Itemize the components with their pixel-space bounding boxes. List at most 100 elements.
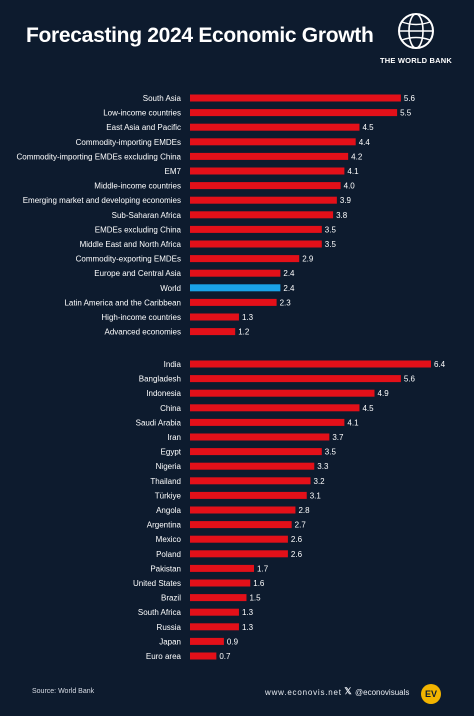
value-label: 2.3 xyxy=(280,298,292,307)
value-label: 3.1 xyxy=(310,491,322,500)
category-label: Euro area xyxy=(146,652,182,661)
value-label: 2.4 xyxy=(283,269,295,278)
category-label: Iran xyxy=(167,433,181,442)
category-label: Thailand xyxy=(150,477,181,486)
category-label: Sub-Saharan Africa xyxy=(112,211,182,220)
category-label: Egypt xyxy=(161,448,182,457)
value-label: 4.2 xyxy=(351,152,363,161)
logo-text: THE WORLD BANK xyxy=(380,56,452,65)
value-label: 1.2 xyxy=(238,328,250,337)
chart-title: Forecasting 2024 Economic Growth xyxy=(26,24,374,47)
value-label: 2.8 xyxy=(298,506,310,515)
bar xyxy=(190,418,345,426)
category-label: United States xyxy=(133,579,181,588)
bar xyxy=(190,225,322,233)
bar xyxy=(190,433,330,441)
category-label: Europe and Central Asia xyxy=(94,269,181,278)
value-label: 2.6 xyxy=(291,550,303,559)
bar xyxy=(190,448,322,456)
category-label: Türkiye xyxy=(155,491,182,500)
category-label: Nigeria xyxy=(156,462,182,471)
bar xyxy=(190,269,281,277)
category-label: Low-income countries xyxy=(103,109,181,118)
category-label: Latin America and the Caribbean xyxy=(64,298,181,307)
source-note: Source: World Bank xyxy=(32,688,95,695)
value-label: 1.3 xyxy=(242,623,254,632)
bar xyxy=(190,404,360,412)
bar xyxy=(190,579,251,587)
bar xyxy=(190,152,349,160)
value-label: 1.5 xyxy=(249,594,261,603)
value-label: 3.3 xyxy=(317,462,329,471)
category-label: Commodity-exporting EMDEs xyxy=(76,255,181,264)
category-label: Middle-income countries xyxy=(94,182,181,191)
value-label: 3.5 xyxy=(325,240,337,249)
social-handle[interactable]: @econovisuals xyxy=(355,688,410,697)
bar xyxy=(190,298,277,306)
value-label: 4.1 xyxy=(347,418,359,427)
bar xyxy=(190,594,247,602)
category-label: Saudi Arabia xyxy=(136,418,182,427)
bar xyxy=(190,637,224,645)
highlight-bar xyxy=(190,284,281,292)
category-label: EM7 xyxy=(165,167,182,176)
value-label: 2.7 xyxy=(295,521,307,530)
bar xyxy=(190,240,322,248)
value-label: 4.1 xyxy=(347,167,359,176)
bar xyxy=(190,491,307,499)
category-label: China xyxy=(160,404,181,413)
value-label: 3.5 xyxy=(325,448,337,457)
value-label: 4.0 xyxy=(344,182,356,191)
category-label: Advanced economies xyxy=(105,328,182,337)
x-logo-icon: 𝕏 xyxy=(344,686,352,696)
world-bank-logo: THE WORLD BANK xyxy=(378,8,454,70)
category-label: Indonesia xyxy=(146,389,181,398)
category-label: Angola xyxy=(156,506,181,515)
category-label: East Asia and Pacific xyxy=(106,123,181,132)
value-label: 5.6 xyxy=(404,375,416,384)
category-label: Commodity-importing EMDEs xyxy=(76,138,181,147)
bar xyxy=(190,535,288,543)
bar xyxy=(190,652,217,660)
bar xyxy=(190,564,255,572)
bar xyxy=(190,550,288,558)
category-label: EMDEs excluding China xyxy=(95,225,182,234)
bar xyxy=(190,623,239,631)
value-label: 5.5 xyxy=(400,109,412,118)
bar xyxy=(190,477,311,485)
value-label: 3.8 xyxy=(336,211,348,220)
bar xyxy=(190,196,337,204)
bar xyxy=(190,138,356,146)
bar xyxy=(190,313,239,321)
bar xyxy=(190,255,300,263)
value-label: 0.9 xyxy=(227,637,239,646)
category-label: Mexico xyxy=(156,535,182,544)
bar xyxy=(190,608,239,616)
value-label: 6.4 xyxy=(434,360,446,369)
category-label: Commodity-importing EMDEs excluding Chin… xyxy=(16,152,181,161)
bar xyxy=(190,123,360,131)
category-label: Emerging market and developing economies xyxy=(23,196,181,205)
value-label: 3.2 xyxy=(314,477,326,486)
value-label: 2.6 xyxy=(291,535,303,544)
bar xyxy=(190,521,292,529)
bar xyxy=(190,328,236,336)
bar xyxy=(190,182,341,190)
website-link[interactable]: www.econovis.net xyxy=(265,688,342,697)
category-label: Japan xyxy=(159,637,181,646)
value-label: 1.3 xyxy=(242,313,254,322)
category-label: Russia xyxy=(157,623,182,632)
bar xyxy=(190,167,345,175)
value-label: 3.5 xyxy=(325,225,337,234)
category-label: India xyxy=(164,360,182,369)
value-label: 4.5 xyxy=(362,404,374,413)
value-label: 2.9 xyxy=(302,255,314,264)
category-label: Bangladesh xyxy=(139,375,181,384)
category-label: Pakistan xyxy=(150,564,181,573)
value-label: 1.6 xyxy=(253,579,265,588)
value-label: 5.6 xyxy=(404,94,416,103)
value-label: 3.9 xyxy=(340,196,352,205)
bar xyxy=(190,462,315,470)
value-label: 1.7 xyxy=(257,564,269,573)
